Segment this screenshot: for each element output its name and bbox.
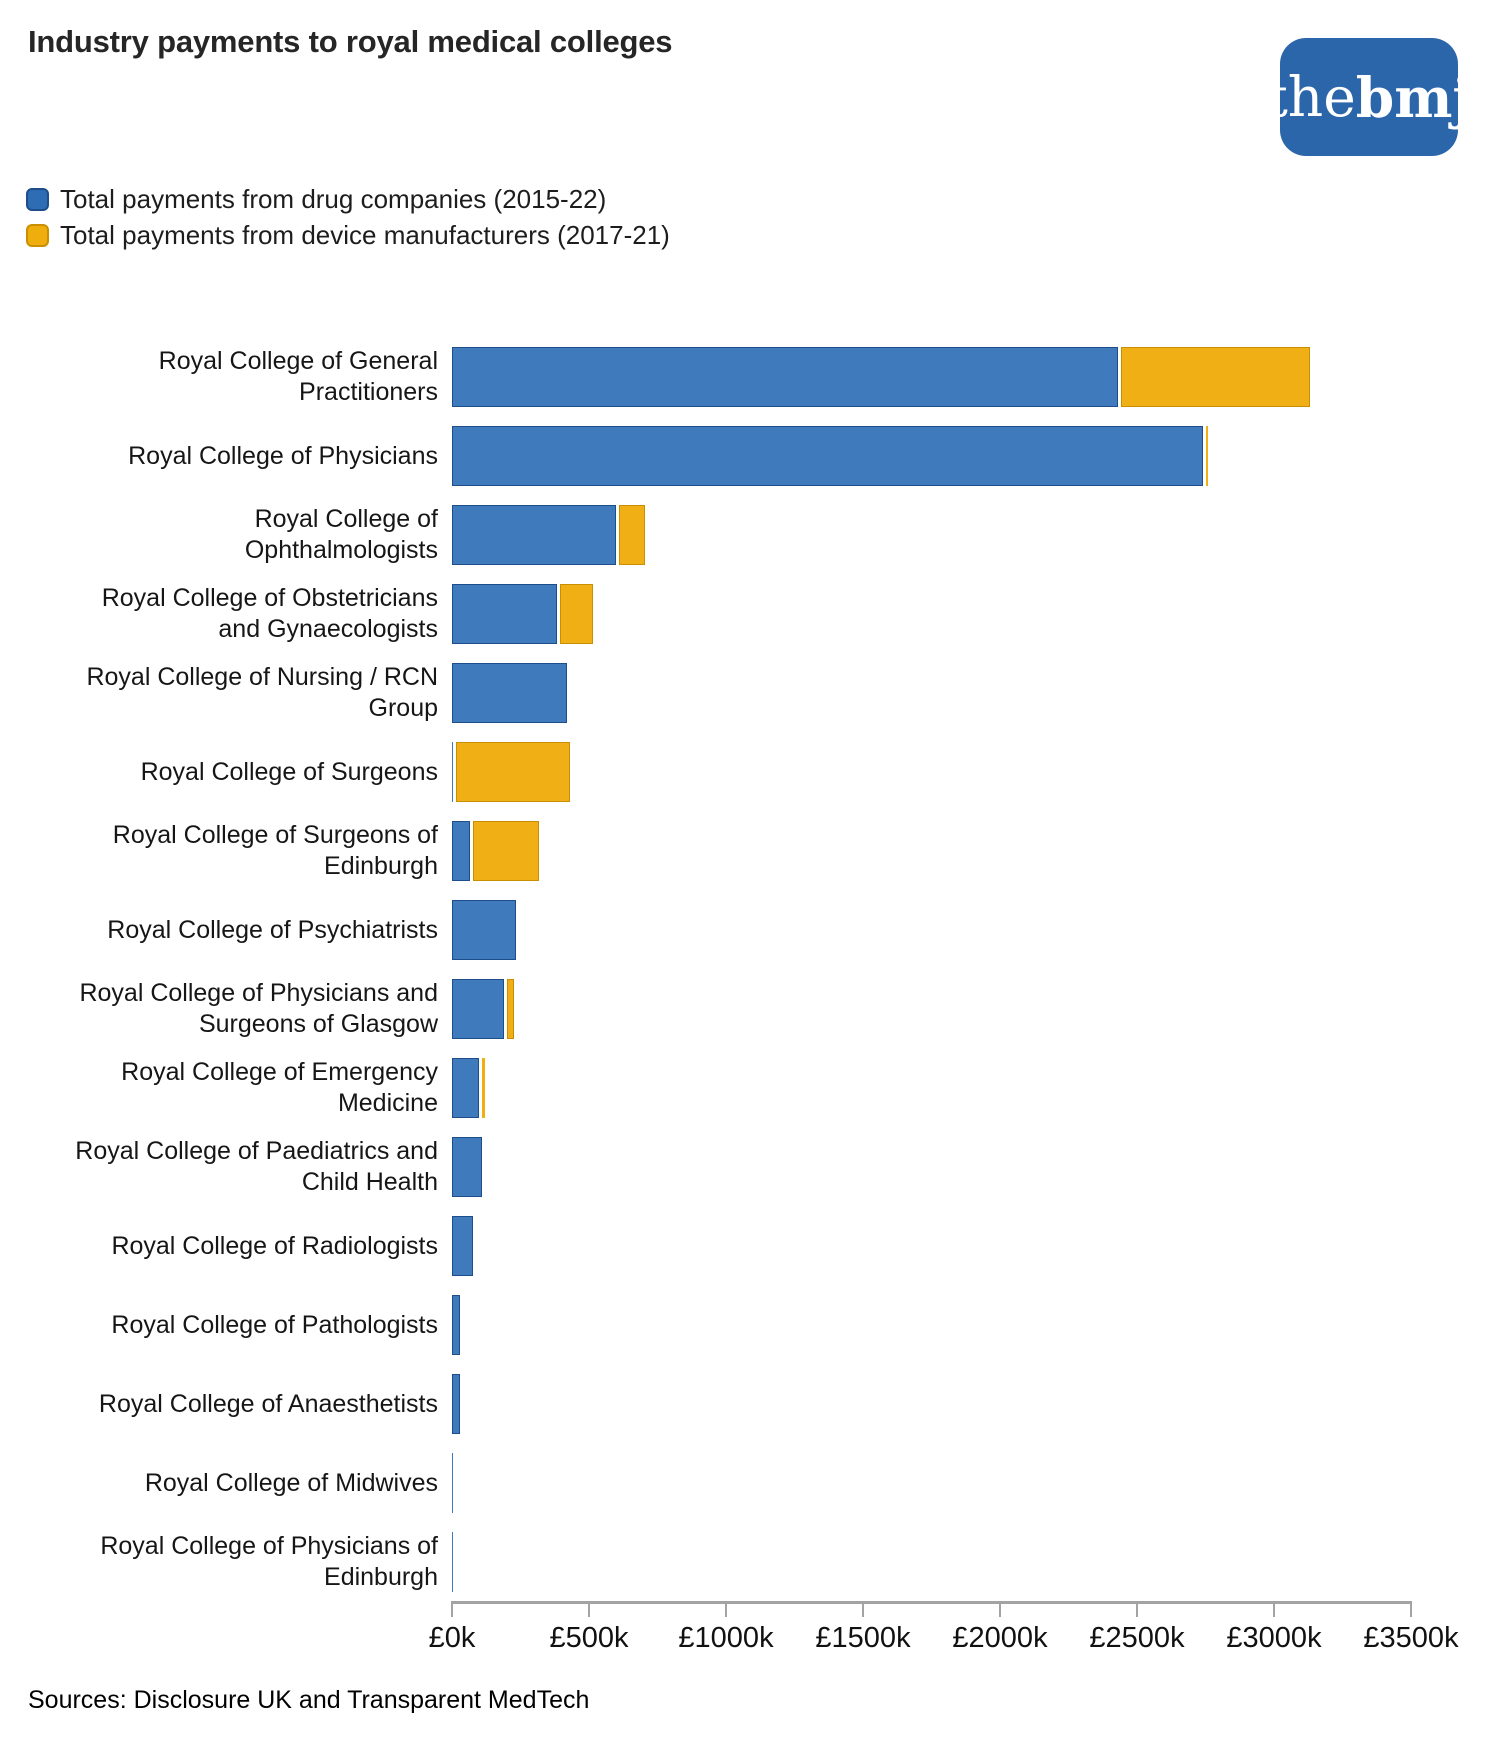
category-label: Royal College of Physicians: [20, 424, 438, 488]
category-label-line: Royal College of Physicians of: [100, 1532, 438, 1560]
legend: Total payments from drug companies (2015…: [26, 181, 670, 253]
category-label-line: Royal College of Paediatrics and: [75, 1137, 438, 1165]
bar-segment-drug: [452, 663, 568, 723]
bar-segment-device: [482, 1058, 485, 1118]
bar-segment-drug: [452, 347, 1118, 407]
category-label: Royal College of Emergency Medicine: [20, 1056, 438, 1120]
x-axis-line: [451, 1601, 1412, 1604]
legend-label-device: Total payments from device manufacturers…: [60, 219, 670, 250]
bar-segment-drug: [452, 426, 1203, 486]
category-label: Royal College of Radiologists: [20, 1214, 438, 1278]
category-label: Royal College of Pathologists: [20, 1293, 438, 1357]
category-label: Royal College of General Practitioners: [20, 345, 438, 409]
category-label-line: Royal College of Surgeons: [140, 757, 438, 786]
bmj-logo: the bmj: [1266, 38, 1472, 156]
x-axis-tick-label: £3000k: [1226, 1622, 1322, 1654]
category-label-line: Royal College of Psychiatrists: [107, 915, 438, 944]
category-label: Royal College of Physicians and Surgeons …: [20, 977, 438, 1041]
category-label-line: Child Health: [301, 1168, 438, 1196]
bar-segment-drug: [452, 584, 558, 644]
bar-segment-drug: [452, 1137, 483, 1197]
bar-segment-device: [1205, 426, 1209, 486]
x-axis-tick: [1410, 1604, 1412, 1617]
bar-segment-drug: [452, 1295, 460, 1355]
bar-segment-drug: [452, 821, 470, 881]
category-label-line: Royal College of General: [158, 347, 438, 375]
category-label-line: Royal College of Anaesthetists: [98, 1389, 438, 1418]
category-label-line: Medicine: [337, 1089, 438, 1117]
x-axis-tick: [588, 1604, 590, 1617]
bar-segment-drug: [452, 1216, 473, 1276]
category-label-line: Royal College of Physicians: [128, 441, 438, 470]
x-axis-tick-label: £0k: [428, 1622, 476, 1654]
category-label: Royal College of Anaesthetists: [20, 1372, 438, 1436]
bar-segment-drug: [452, 900, 517, 960]
x-axis-tick: [451, 1604, 453, 1617]
sources-note: Sources: Disclosure UK and Transparent M…: [28, 1686, 590, 1714]
legend-item-drug: Total payments from drug companies (2015…: [26, 181, 670, 217]
x-axis-tick-label: £500k: [549, 1622, 629, 1654]
category-label-line: Ophthalmologists: [244, 536, 438, 564]
bar-segment-drug: [452, 1058, 480, 1118]
category-label-line: Royal College of: [254, 505, 438, 533]
bar-segment-drug: [452, 979, 505, 1039]
category-label-line: Royal College of Physicians and: [79, 979, 438, 1007]
category-label-line: Royal College of Emergency: [121, 1058, 438, 1086]
category-label: Royal College of Ophthalmologists: [20, 503, 438, 567]
bar-segment-drug: [452, 505, 617, 565]
legend-item-device: Total payments from device manufacturers…: [26, 217, 670, 253]
category-label-line: Edinburgh: [324, 1563, 438, 1591]
bar-segment-device: [619, 505, 646, 565]
category-label-line: Royal College of Surgeons of: [112, 821, 438, 849]
category-label: Royal College of Surgeons of Edinburgh: [20, 819, 438, 883]
x-axis-tick-label: £1000k: [678, 1622, 774, 1654]
category-label: Royal College of Nursing / RCN Group: [20, 661, 438, 725]
x-axis-tick: [725, 1604, 727, 1617]
bar-segment-drug: [452, 742, 454, 802]
category-label: Royal College of Physicians of Edinburgh: [20, 1530, 438, 1594]
category-label-line: Edinburgh: [324, 852, 438, 880]
x-axis-tick-label: £2500k: [1089, 1622, 1185, 1654]
category-label-line: Royal College of Nursing / RCN: [86, 663, 438, 691]
category-label-line: Group: [368, 694, 438, 722]
bmj-logo-text-the: the: [1265, 64, 1356, 129]
category-label-line: Royal College of Pathologists: [111, 1310, 438, 1339]
legend-swatch-device: [26, 223, 49, 247]
category-label: Royal College of Paediatrics and Child He…: [20, 1135, 438, 1199]
category-label-line: Practitioners: [299, 378, 438, 406]
category-label: Royal College of Surgeons: [20, 740, 438, 804]
x-axis-tick-label: £2000k: [952, 1622, 1048, 1654]
legend-label-drug: Total payments from drug companies (2015…: [60, 183, 607, 214]
x-axis-tick: [1136, 1604, 1138, 1617]
page-title: Industry payments to royal medical colle…: [28, 24, 673, 59]
x-axis-tick-label: £1500k: [815, 1622, 911, 1654]
bar-segment-device: [472, 821, 539, 881]
category-label-line: Surgeons of Glasgow: [198, 1010, 438, 1038]
category-label-line: and Gynaecologists: [218, 615, 438, 643]
category-label-line: Royal College of Midwives: [144, 1468, 438, 1497]
bar-segment-device: [1120, 347, 1310, 407]
x-axis-tick: [999, 1604, 1001, 1617]
category-label-line: Royal College of Radiologists: [111, 1231, 438, 1260]
bar-segment-drug: [452, 1532, 453, 1592]
category-label: Royal College of Obstetricians and Gynaec…: [20, 582, 438, 646]
category-label: Royal College of Psychiatrists: [20, 898, 438, 962]
x-axis-tick: [862, 1604, 864, 1617]
legend-swatch-drug: [26, 187, 49, 211]
bmj-logo-text-bmj: bmj: [1355, 64, 1473, 130]
category-label-line: Royal College of Obstetricians: [101, 584, 438, 612]
x-axis-tick-label: £3500k: [1363, 1622, 1459, 1654]
category-label: Royal College of Midwives: [20, 1451, 438, 1515]
bar-segment-device: [456, 742, 571, 802]
bar-segment-drug: [452, 1374, 461, 1434]
bar-segment-device: [560, 584, 594, 644]
bar-segment-device: [507, 979, 514, 1039]
bar-segment-drug: [452, 1453, 454, 1513]
x-axis-tick: [1273, 1604, 1275, 1617]
